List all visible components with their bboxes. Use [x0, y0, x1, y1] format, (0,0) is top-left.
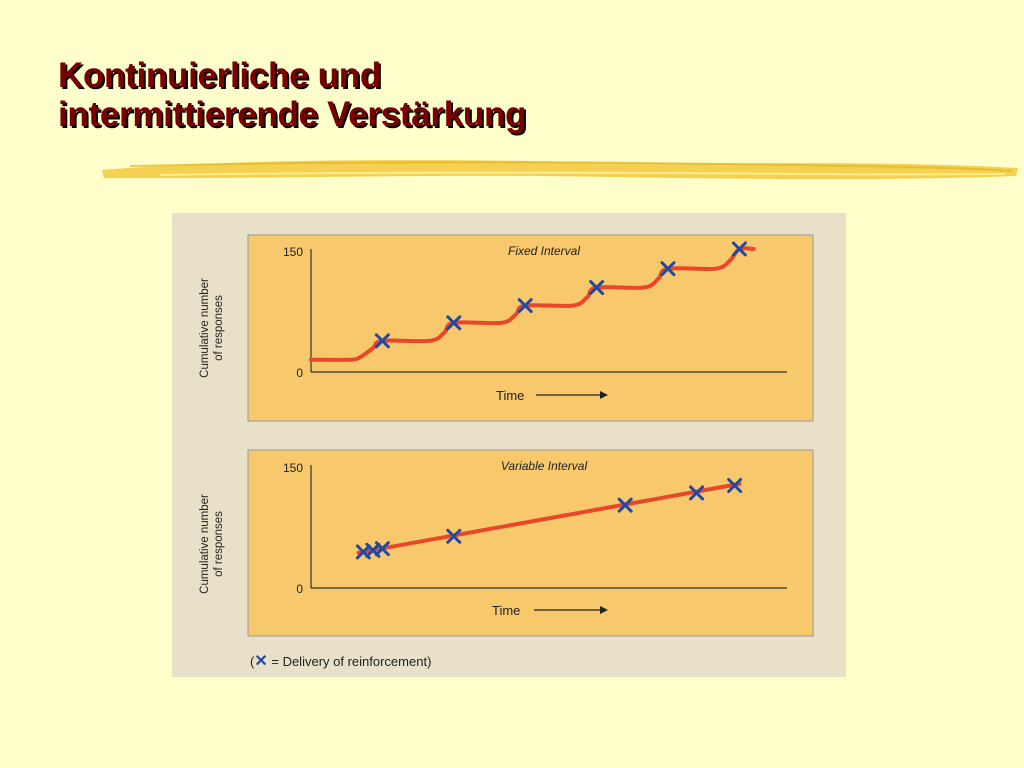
slide-title-line-1: Kontinuierliche und — [58, 56, 381, 95]
reinforcement-markers — [374, 241, 747, 349]
x-mark-icon — [517, 298, 533, 314]
legend-note: (✕ = Delivery of reinforcement) — [250, 651, 431, 671]
y-axis-label-line-1: Cumulative number — [199, 278, 211, 378]
charts-svg: Fixed Interval 150 0 Cumulative number o… — [199, 234, 814, 637]
y-tick-label-max: 150 — [283, 461, 303, 475]
x-mark-icon — [689, 485, 705, 501]
x-axis-label: Time — [492, 603, 520, 618]
brush-stroke-underline — [102, 160, 1018, 180]
right-arrow-icon — [600, 391, 608, 399]
slide-title-line-2: intermittierende Verstärkung — [58, 95, 527, 134]
y-tick-label-min: 0 — [296, 366, 303, 380]
chart-title: Fixed Interval — [508, 244, 580, 258]
right-arrow-icon — [600, 606, 608, 614]
x-mark-icon — [727, 478, 743, 493]
y-tick-label-max: 150 — [283, 245, 303, 259]
x-axis-label: Time — [496, 388, 524, 403]
legend-text: = Delivery of reinforcement) — [267, 654, 432, 669]
x-mark-icon — [617, 497, 633, 513]
x-mark-icon — [589, 280, 605, 296]
x-mark-icon: ✕ — [254, 653, 268, 670]
chart-title: Variable Interval — [501, 459, 588, 473]
figure-panel: Fixed Interval 150 0 Cumulative number o… — [172, 213, 846, 677]
legend-open-paren: ( — [250, 654, 255, 669]
slide-title: Kontinuierliche und intermittierende Ver… — [58, 56, 958, 134]
chart-fixed-interval: Fixed Interval 150 0 Cumulative number o… — [199, 234, 814, 422]
chart-panel-bg — [247, 449, 814, 637]
chart-panel-bg — [247, 234, 814, 422]
y-tick-label-min: 0 — [296, 582, 303, 596]
x-mark-icon — [446, 315, 462, 331]
x-mark-icon — [374, 541, 390, 557]
y-axis-label-line-2: of responses — [213, 511, 225, 577]
y-axis-label-line-2: of responses — [213, 295, 225, 361]
x-mark-icon — [374, 333, 390, 349]
y-axis-label-line-1: Cumulative number — [199, 494, 211, 594]
reinforcement-markers — [355, 478, 743, 560]
x-mark-icon — [446, 528, 462, 544]
x-mark-icon — [660, 261, 676, 277]
variable-interval-line — [356, 481, 742, 555]
chart-variable-interval: Variable Interval 150 0 Cumulative numbe… — [199, 449, 814, 637]
x-mark-icon — [731, 241, 747, 257]
